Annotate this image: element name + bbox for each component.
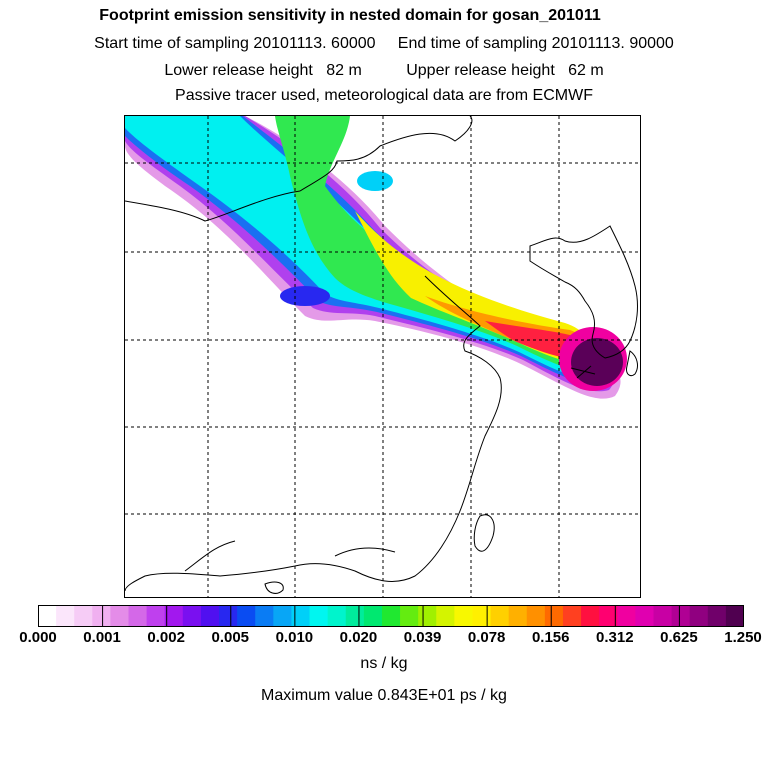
colorbar [38, 605, 744, 627]
colorbar-tick-label: 0.078 [467, 629, 506, 646]
receptor-marker [570, 365, 596, 379]
china-coast [125, 275, 502, 592]
graticule [125, 116, 640, 597]
plume-dark-core [571, 338, 623, 386]
colorbar-tick-label: 0.005 [211, 629, 250, 646]
colorbar-swatch [327, 605, 347, 627]
colorbar-swatch [182, 605, 202, 627]
plume-cyan-islands [357, 171, 393, 191]
colorbar-tick-label: 0.001 [83, 629, 121, 646]
colorbar-tick-label: 0.039 [403, 629, 442, 646]
colorbar-tick-label: 0.020 [339, 629, 378, 646]
colorbar-tick-label: 0.002 [147, 629, 185, 646]
colorbar-tick-label: 0.010 [275, 629, 314, 646]
hainan [264, 581, 284, 594]
colorbar-swatch [110, 605, 130, 627]
colorbar-swatch [219, 605, 238, 627]
colorbar-tick-label: 0.000 [19, 629, 57, 646]
colorbar-swatch [581, 605, 600, 627]
colorbar-units: ns / kg [360, 655, 408, 672]
colorbar-tick-label: 0.312 [596, 629, 634, 646]
release-height-line: Lower release height 82 m Upper release … [164, 62, 604, 79]
colorbar-swatch [599, 605, 618, 627]
colorbar-swatch [689, 605, 709, 627]
footprint-map [124, 115, 641, 598]
colorbar-swatch [38, 605, 57, 627]
colorbar-swatch [454, 605, 473, 627]
coastlines [125, 116, 638, 594]
colorbar-swatch [92, 605, 111, 627]
japan-kyushu [626, 350, 638, 377]
colorbar-swatch [291, 605, 311, 627]
plume-blue-patch [280, 286, 330, 306]
colorbar-swatch [526, 605, 546, 627]
colorbar-swatch [472, 605, 492, 627]
colorbar-swatch [725, 605, 744, 627]
tracer-info-line: Passive tracer used, meteorological data… [175, 87, 593, 104]
colorbar-swatch [56, 605, 75, 627]
colorbar-swatch [74, 605, 93, 627]
map-canvas [125, 116, 640, 597]
korea-coast [529, 225, 638, 359]
inland-border-2 [184, 540, 236, 572]
colorbar-swatch [237, 605, 256, 627]
inland-border-1 [334, 547, 396, 557]
colorbar-tick-label: 0.156 [531, 629, 570, 646]
colorbar-tick-label: 0.625 [660, 629, 698, 646]
colorbar-swatch [707, 605, 727, 627]
colorbar-tick-label: 1.250 [724, 629, 762, 646]
maximum-value-label: Maximum value 0.843E+01 ps / kg [261, 687, 507, 704]
colorbar-swatch [164, 605, 184, 627]
colorbar-swatch [490, 605, 510, 627]
colorbar-swatch [128, 605, 148, 627]
colorbar-swatch [671, 605, 691, 627]
colorbar-swatch [544, 605, 564, 627]
sampling-time-line: Start time of sampling 20101113. 60000 E… [94, 35, 674, 52]
colorbar-swatch [381, 605, 401, 627]
colorbar-swatch [255, 605, 274, 627]
colorbar-frame [38, 605, 744, 627]
colorbar-swatch [200, 605, 220, 627]
colorbar-swatch [363, 605, 383, 627]
taiwan-outline [473, 514, 495, 552]
colorbar-swatch [436, 605, 455, 627]
colorbar-swatch [617, 605, 636, 627]
colorbar-swatch [400, 605, 419, 627]
emission-plume [125, 116, 627, 399]
map-title: Footprint emission sensitivity in nested… [99, 7, 601, 24]
colorbar-swatch [562, 605, 582, 627]
colorbar-swatch [309, 605, 329, 627]
colorbar-swatch [146, 605, 166, 627]
colorbar-swatch [635, 605, 654, 627]
colorbar-swatch [508, 605, 528, 627]
colorbar-swatch [273, 605, 292, 627]
colorbar-swatch [653, 605, 673, 627]
colorbar-swatch [418, 605, 437, 627]
colorbar-swatch [345, 605, 365, 627]
